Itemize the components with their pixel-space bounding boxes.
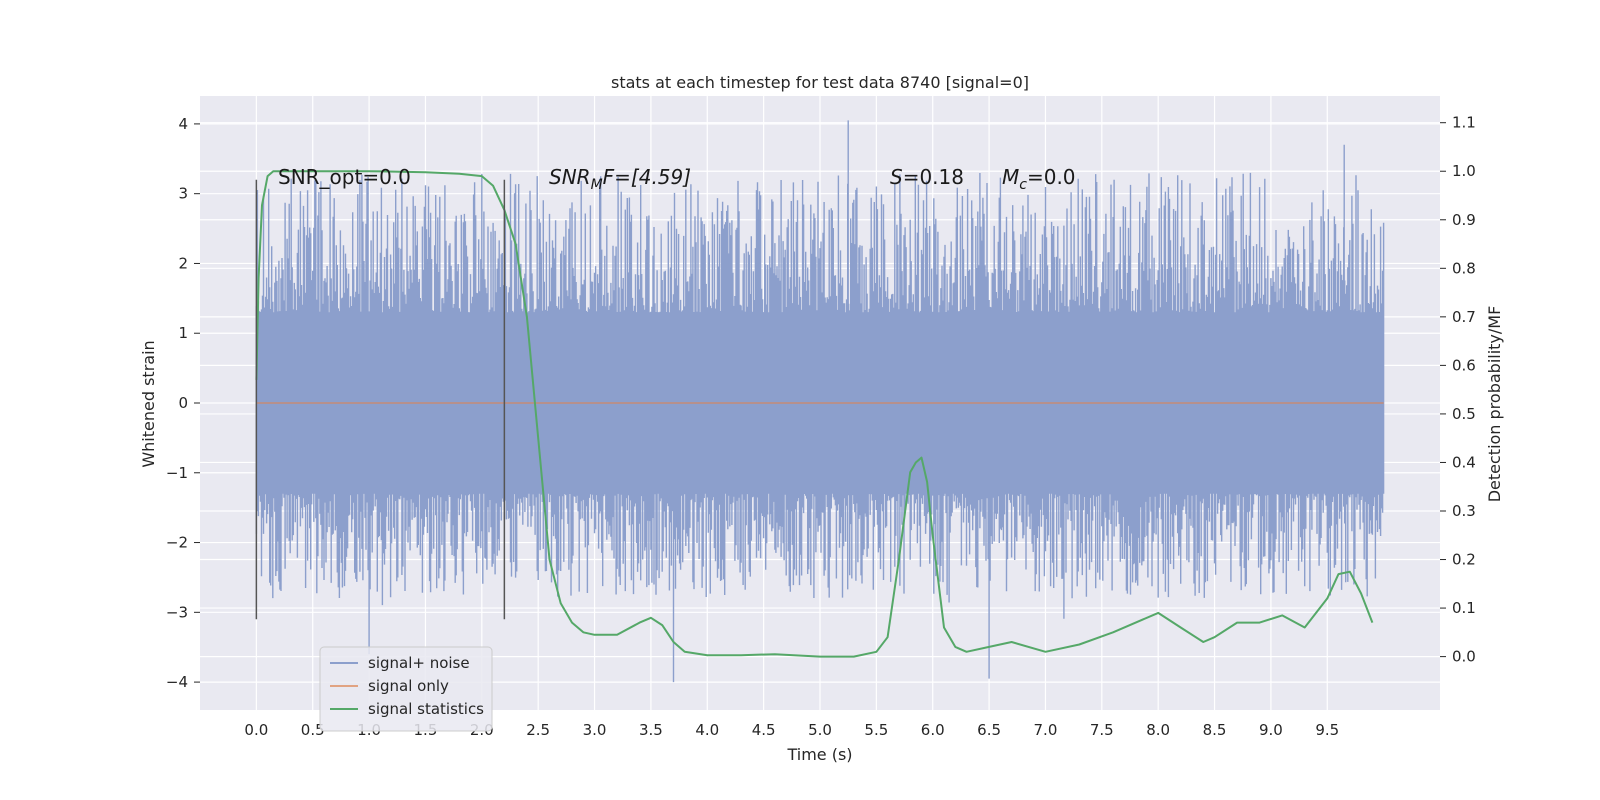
y-tick-label: 0 bbox=[178, 394, 188, 412]
annotation-snr-mf-base: SNR bbox=[549, 165, 591, 189]
x-tick-label: 7.0 bbox=[1034, 721, 1058, 739]
x-tick-label: 2.5 bbox=[526, 721, 550, 739]
x-tick-label: 6.5 bbox=[977, 721, 1001, 739]
legend: signal+ noise signal only signal statist… bbox=[319, 646, 493, 732]
x-axis-label: Time (s) bbox=[786, 745, 852, 764]
y-tick-label: 3 bbox=[178, 185, 188, 203]
legend-label-signal-statistics: signal statistics bbox=[368, 700, 484, 718]
x-tick-label: 0.5 bbox=[301, 721, 325, 739]
vertical-markers bbox=[255, 179, 506, 620]
y2-axis-label: Detection probability/MF bbox=[1485, 306, 1504, 503]
y2-tick-label: 1.1 bbox=[1452, 114, 1476, 132]
annotation-mc-base: M bbox=[1002, 165, 1019, 189]
y2-tick-label: 0.5 bbox=[1452, 405, 1476, 423]
annotation-mc-sub: c bbox=[1019, 177, 1027, 193]
annotation-s-base: S bbox=[890, 165, 903, 189]
x-tick-label: 8.0 bbox=[1146, 721, 1170, 739]
annotation-s: S=0.18 bbox=[890, 165, 964, 189]
y2-tick-label: 0.0 bbox=[1452, 648, 1476, 666]
y2-tick-label: 0.7 bbox=[1452, 308, 1476, 326]
legend-box bbox=[319, 646, 493, 732]
y2-tick-label: 0.4 bbox=[1452, 453, 1476, 471]
y2-tick-label: 0.2 bbox=[1452, 551, 1476, 569]
y-tick-label: 1 bbox=[178, 324, 188, 342]
y-tick-label: −2 bbox=[166, 534, 188, 552]
y2-tick-label: 0.1 bbox=[1452, 599, 1476, 617]
y-tick-label: 2 bbox=[178, 254, 188, 272]
annotation-s-rest: =0.18 bbox=[903, 165, 964, 189]
annotation-mc-rest: =0.0 bbox=[1027, 165, 1076, 189]
x-tick-label: 5.0 bbox=[808, 721, 832, 739]
chart-title: stats at each timestep for test data 874… bbox=[611, 73, 1029, 92]
y-tick-label: −3 bbox=[166, 603, 188, 621]
x-tick-label: 7.5 bbox=[1090, 721, 1114, 739]
x-tick-label: 4.0 bbox=[695, 721, 719, 739]
legend-label-signal-noise: signal+ noise bbox=[368, 654, 470, 672]
x-tick-label: 6.0 bbox=[921, 721, 945, 739]
y-tick-label: −1 bbox=[166, 464, 188, 482]
y2-tick-label: 0.8 bbox=[1452, 259, 1476, 277]
y2-tick-label: 0.9 bbox=[1452, 211, 1476, 229]
x-tick-label: 4.5 bbox=[752, 721, 776, 739]
y-tick-label: −4 bbox=[166, 673, 188, 691]
line-series bbox=[255, 170, 1384, 658]
annotation-snr-mf-sub: M bbox=[591, 177, 603, 193]
x-tick-label: 5.5 bbox=[864, 721, 888, 739]
signal-statistics-line bbox=[255, 170, 1374, 658]
annotation-snr-mf-rest: F=[4.59] bbox=[603, 165, 691, 189]
legend-label-signal-only: signal only bbox=[368, 677, 449, 695]
y-tick-label: 4 bbox=[178, 115, 188, 133]
y2-tick-label: 1.0 bbox=[1452, 162, 1476, 180]
annotation-mc: Mc=0.0 bbox=[1002, 165, 1076, 193]
y-axis-label: Whitened strain bbox=[139, 340, 158, 467]
x-tick-label: 3.5 bbox=[639, 721, 663, 739]
tick-labels: 0.00.51.01.52.02.53.03.54.04.55.05.56.06… bbox=[166, 114, 1476, 739]
x-tick-label: 9.5 bbox=[1315, 721, 1339, 739]
annotation-snr-opt: SNR_opt=0.0 bbox=[278, 165, 411, 189]
y2-tick-label: 0.6 bbox=[1452, 356, 1476, 374]
x-tick-label: 8.5 bbox=[1203, 721, 1227, 739]
y2-tick-label: 0.3 bbox=[1452, 502, 1476, 520]
x-tick-label: 3.0 bbox=[583, 721, 607, 739]
annotation-snr-mf: SNRMF=[4.59] bbox=[549, 165, 691, 193]
x-tick-label: 0.0 bbox=[244, 721, 268, 739]
x-tick-label: 9.0 bbox=[1259, 721, 1283, 739]
